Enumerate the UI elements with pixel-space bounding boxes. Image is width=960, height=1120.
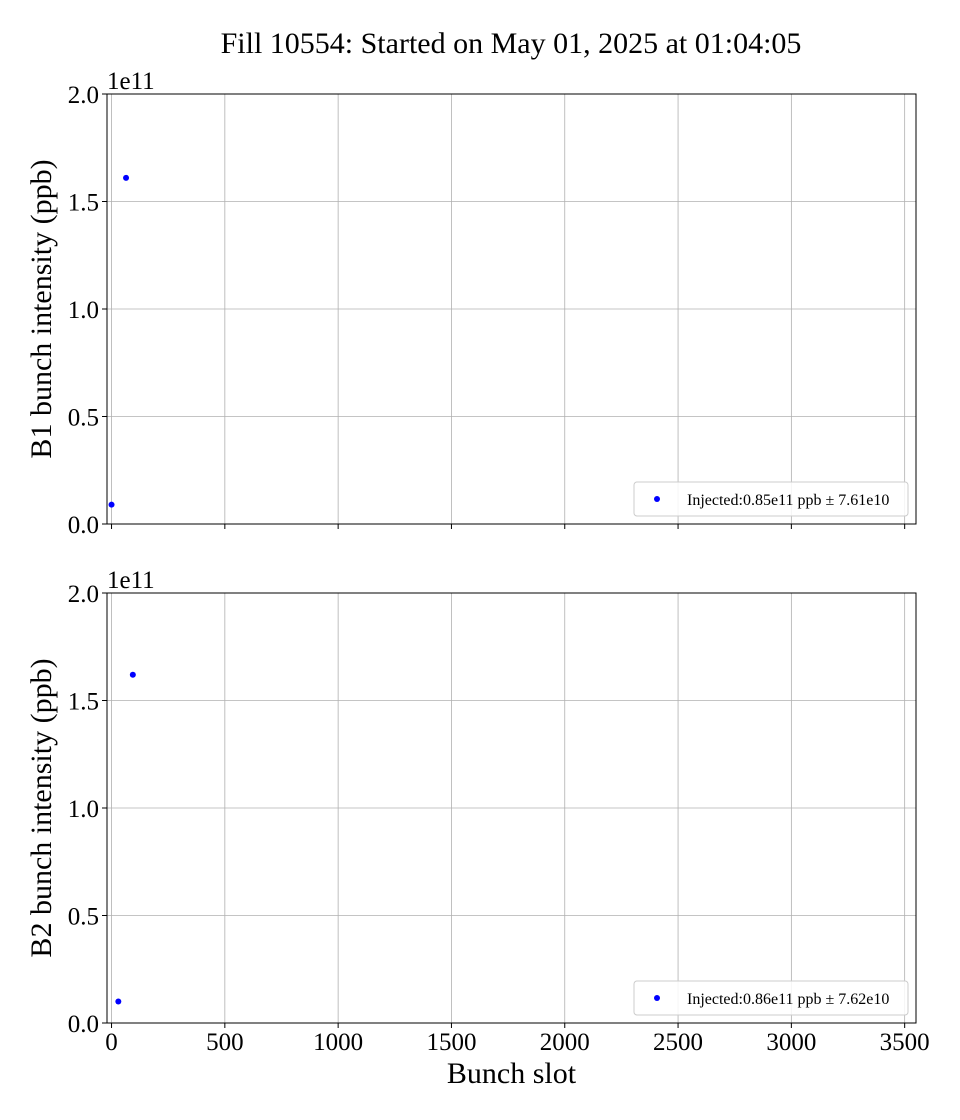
x-tick-label: 3500	[880, 1029, 930, 1056]
y-tick-label: 1.5	[68, 689, 99, 716]
y-tick-label: 0.0	[68, 512, 99, 539]
data-point	[115, 998, 122, 1005]
data-point	[108, 501, 115, 508]
data-point	[123, 174, 130, 181]
x-tick-label: 500	[206, 1029, 244, 1056]
y-tick-label: 0.5	[68, 904, 99, 931]
chart-panel-bottom: 0 500 1000 1500 2000 2500 3000 3500 0.0 0.5 1.0 1.5…	[25, 567, 930, 1090]
y-tick-label: 1.5	[68, 190, 99, 217]
chart-panel-top: 0.0 0.5 1.0 1.5 2.0 1e11 B1 bunch intensity (p…	[25, 68, 917, 539]
legend-box	[633, 481, 909, 517]
y-tick-label: 2.0	[68, 82, 99, 109]
x-tick-label: 2500	[653, 1029, 703, 1056]
y-axis-label: B1 bunch intensity (ppb)	[25, 159, 58, 458]
y-axis-label: B2 bunch intensity (ppb)	[25, 658, 58, 957]
y-tick-label: 0.5	[68, 405, 99, 432]
x-tick-label: 0	[105, 1029, 118, 1056]
x-tick-label: 3000	[766, 1029, 816, 1056]
data-point	[129, 671, 136, 678]
legend-marker	[654, 496, 660, 502]
y-tick-label: 0.0	[68, 1011, 99, 1038]
y-tick-label: 1.0	[68, 297, 99, 324]
panels: 0.0 0.5 1.0 1.5 2.0 1e11 B1 bunch intensity (p…	[25, 68, 930, 1090]
legend-label: Injected:0.85e11 ppb ± 7.61e10	[687, 492, 889, 509]
legend-marker	[654, 995, 660, 1001]
legend-box	[633, 980, 909, 1016]
x-tick-label: 2000	[540, 1029, 590, 1056]
x-axis-label: Bunch slot	[447, 1057, 577, 1090]
legend-label: Injected:0.86e11 ppb ± 7.62e10	[687, 991, 889, 1008]
y-tick-label: 1.0	[68, 796, 99, 823]
x-tick-label: 1000	[313, 1029, 363, 1056]
x-tick-label: 1500	[426, 1029, 476, 1056]
y-offset-label: 1e11	[107, 567, 155, 594]
y-offset-label: 1e11	[107, 68, 155, 95]
y-tick-label: 2.0	[68, 581, 99, 608]
figure-title: Fill 10554: Started on May 01, 2025 at 0…	[221, 27, 802, 60]
